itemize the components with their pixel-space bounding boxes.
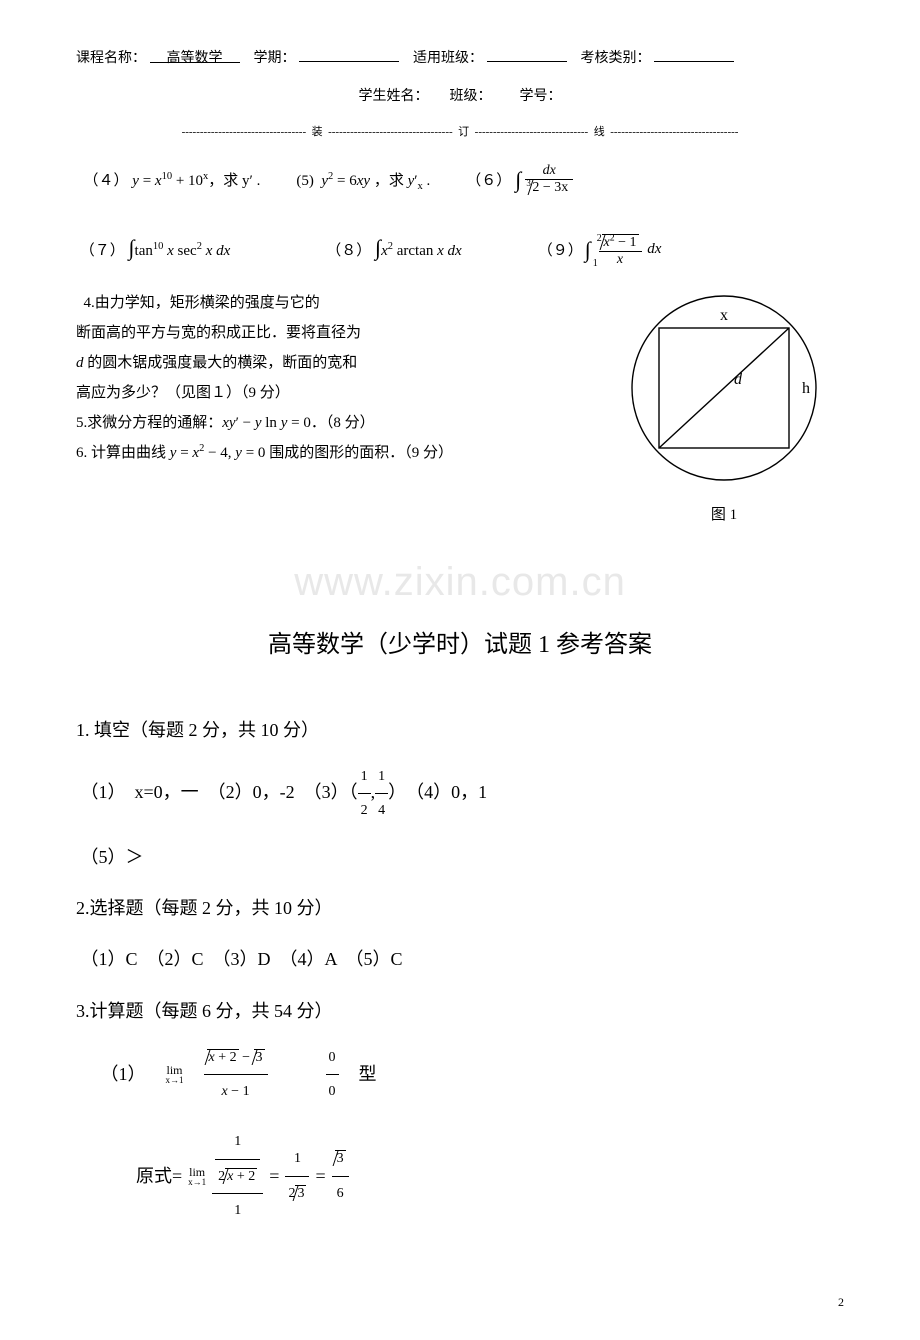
- cut-line: ---------------------------------- 装 ---…: [76, 123, 844, 139]
- question-4-block: 4.由力学知，矩形横梁的强度与它的 断面高的平方与宽的积成正比．要将直径为 d …: [76, 288, 844, 524]
- svg-text:x: x: [720, 307, 728, 324]
- answers-block: 1. 填空（每题 2 分，共 10 分） （1） x=0，一 （2）0，-2 （…: [76, 709, 844, 1228]
- exam-blank: [654, 46, 734, 62]
- class-blank: [487, 46, 567, 62]
- figure-1: x d h: [624, 288, 824, 488]
- course-value: 高等数学: [150, 47, 240, 63]
- header-line-2: 学生姓名： 班级： 学号：: [76, 85, 844, 105]
- term-label: 学期：: [254, 51, 296, 66]
- figure-caption: 图 1: [604, 503, 844, 524]
- name-label: 学生姓名：: [359, 89, 429, 104]
- svg-text:d: d: [734, 371, 743, 388]
- term-blank: [299, 46, 399, 62]
- class-label: 适用班级：: [413, 51, 483, 66]
- course-label: 课程名称：: [76, 51, 146, 66]
- banji-label: 班级：: [450, 89, 492, 104]
- problem-row-2: （７） ∫tan10 x sec2 x dx （８） ∫x2 arctan x …: [76, 232, 844, 268]
- header-line-1: 课程名称： 高等数学 学期： 适用班级： 考核类别：: [76, 46, 844, 67]
- svg-text:h: h: [802, 380, 810, 397]
- id-label: 学号：: [520, 89, 562, 104]
- exam-label: 考核类别：: [581, 51, 651, 66]
- problem-row-1: （４） y = x10 + 10x，求 y′ . (5) y2 = 6xy ，求…: [76, 163, 844, 196]
- watermark: www.zixin.com.cn: [294, 560, 626, 605]
- answer-title: 高等数学（少学时）试题 1 参考答案: [76, 624, 844, 659]
- page-number: 2: [838, 1295, 844, 1310]
